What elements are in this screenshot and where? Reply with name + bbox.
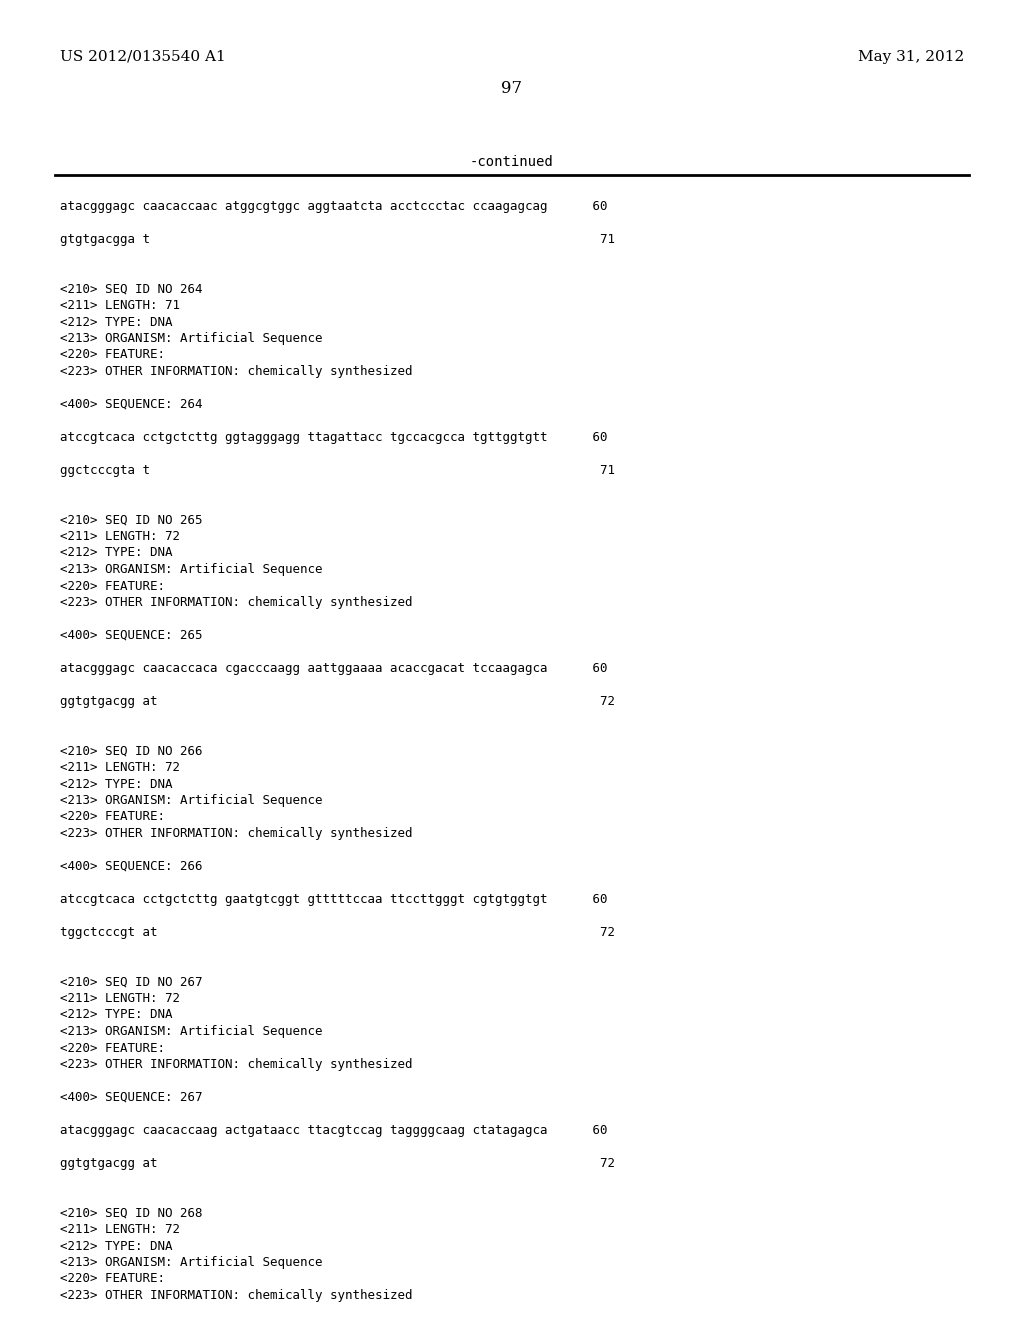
- Text: <211> LENGTH: 72: <211> LENGTH: 72: [60, 531, 180, 543]
- Text: ggtgtgacgg at                                                           72: ggtgtgacgg at 72: [60, 1158, 615, 1170]
- Text: <213> ORGANISM: Artificial Sequence: <213> ORGANISM: Artificial Sequence: [60, 795, 323, 807]
- Text: <210> SEQ ID NO 268: <210> SEQ ID NO 268: [60, 1206, 203, 1220]
- Text: ggtgtgacgg at                                                           72: ggtgtgacgg at 72: [60, 696, 615, 708]
- Text: <220> FEATURE:: <220> FEATURE:: [60, 1041, 165, 1055]
- Text: <223> OTHER INFORMATION: chemically synthesized: <223> OTHER INFORMATION: chemically synt…: [60, 828, 413, 840]
- Text: <210> SEQ ID NO 267: <210> SEQ ID NO 267: [60, 975, 203, 989]
- Text: gtgtgacgga t                                                            71: gtgtgacgga t 71: [60, 234, 615, 246]
- Text: <400> SEQUENCE: 267: <400> SEQUENCE: 267: [60, 1092, 203, 1104]
- Text: <400> SEQUENCE: 266: <400> SEQUENCE: 266: [60, 861, 203, 873]
- Text: <210> SEQ ID NO 265: <210> SEQ ID NO 265: [60, 513, 203, 527]
- Text: atacgggagc caacaccaag actgataacc ttacgtccag taggggcaag ctatagagca      60: atacgggagc caacaccaag actgataacc ttacgtc…: [60, 1125, 607, 1137]
- Text: <220> FEATURE:: <220> FEATURE:: [60, 1272, 165, 1286]
- Text: <211> LENGTH: 72: <211> LENGTH: 72: [60, 762, 180, 774]
- Text: <223> OTHER INFORMATION: chemically synthesized: <223> OTHER INFORMATION: chemically synt…: [60, 366, 413, 378]
- Text: -continued: -continued: [470, 154, 554, 169]
- Text: <220> FEATURE:: <220> FEATURE:: [60, 579, 165, 593]
- Text: <211> LENGTH: 72: <211> LENGTH: 72: [60, 1224, 180, 1236]
- Text: <212> TYPE: DNA: <212> TYPE: DNA: [60, 1008, 172, 1022]
- Text: <212> TYPE: DNA: <212> TYPE: DNA: [60, 315, 172, 329]
- Text: <223> OTHER INFORMATION: chemically synthesized: <223> OTHER INFORMATION: chemically synt…: [60, 597, 413, 609]
- Text: <400> SEQUENCE: 265: <400> SEQUENCE: 265: [60, 630, 203, 642]
- Text: <212> TYPE: DNA: <212> TYPE: DNA: [60, 1239, 172, 1253]
- Text: <223> OTHER INFORMATION: chemically synthesized: <223> OTHER INFORMATION: chemically synt…: [60, 1290, 413, 1302]
- Text: tggctcccgt at                                                           72: tggctcccgt at 72: [60, 927, 615, 939]
- Text: <211> LENGTH: 71: <211> LENGTH: 71: [60, 300, 180, 312]
- Text: <213> ORGANISM: Artificial Sequence: <213> ORGANISM: Artificial Sequence: [60, 1026, 323, 1038]
- Text: <223> OTHER INFORMATION: chemically synthesized: <223> OTHER INFORMATION: chemically synt…: [60, 1059, 413, 1071]
- Text: ggctcccgta t                                                            71: ggctcccgta t 71: [60, 465, 615, 477]
- Text: atacgggagc caacaccaac atggcgtggc aggtaatcta acctccctac ccaagagcag      60: atacgggagc caacaccaac atggcgtggc aggtaat…: [60, 201, 607, 213]
- Text: <211> LENGTH: 72: <211> LENGTH: 72: [60, 993, 180, 1005]
- Text: <212> TYPE: DNA: <212> TYPE: DNA: [60, 546, 172, 560]
- Text: <213> ORGANISM: Artificial Sequence: <213> ORGANISM: Artificial Sequence: [60, 1257, 323, 1269]
- Text: <220> FEATURE:: <220> FEATURE:: [60, 348, 165, 362]
- Text: <212> TYPE: DNA: <212> TYPE: DNA: [60, 777, 172, 791]
- Text: <210> SEQ ID NO 266: <210> SEQ ID NO 266: [60, 744, 203, 758]
- Text: <213> ORGANISM: Artificial Sequence: <213> ORGANISM: Artificial Sequence: [60, 333, 323, 345]
- Text: atacgggagc caacaccaca cgacccaagg aattggaaaa acaccgacat tccaagagca      60: atacgggagc caacaccaca cgacccaagg aattgga…: [60, 663, 607, 675]
- Text: May 31, 2012: May 31, 2012: [858, 50, 964, 63]
- Text: US 2012/0135540 A1: US 2012/0135540 A1: [60, 50, 225, 63]
- Text: atccgtcaca cctgctcttg ggtagggagg ttagattacc tgccacgcca tgttggtgtt      60: atccgtcaca cctgctcttg ggtagggagg ttagatt…: [60, 432, 607, 444]
- Text: atccgtcaca cctgctcttg gaatgtcggt gtttttccaa ttccttgggt cgtgtggtgt      60: atccgtcaca cctgctcttg gaatgtcggt gtttttc…: [60, 894, 607, 906]
- Text: <400> SEQUENCE: 264: <400> SEQUENCE: 264: [60, 399, 203, 411]
- Text: <220> FEATURE:: <220> FEATURE:: [60, 810, 165, 824]
- Text: 97: 97: [502, 81, 522, 96]
- Text: <210> SEQ ID NO 264: <210> SEQ ID NO 264: [60, 282, 203, 296]
- Text: <213> ORGANISM: Artificial Sequence: <213> ORGANISM: Artificial Sequence: [60, 564, 323, 576]
